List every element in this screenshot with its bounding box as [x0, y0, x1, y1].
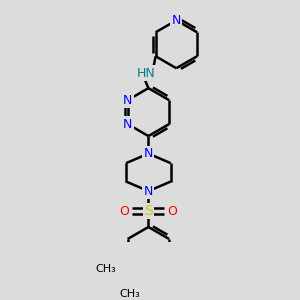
Text: N: N — [123, 118, 132, 130]
Text: O: O — [167, 205, 177, 218]
Text: O: O — [119, 205, 129, 218]
Text: S: S — [144, 204, 153, 218]
Text: N: N — [144, 147, 153, 160]
Text: N: N — [144, 184, 153, 198]
Text: N: N — [172, 14, 181, 27]
Text: CH₃: CH₃ — [120, 289, 140, 299]
Text: N: N — [123, 94, 132, 106]
Text: CH₃: CH₃ — [96, 264, 116, 274]
Text: HN: HN — [136, 67, 155, 80]
